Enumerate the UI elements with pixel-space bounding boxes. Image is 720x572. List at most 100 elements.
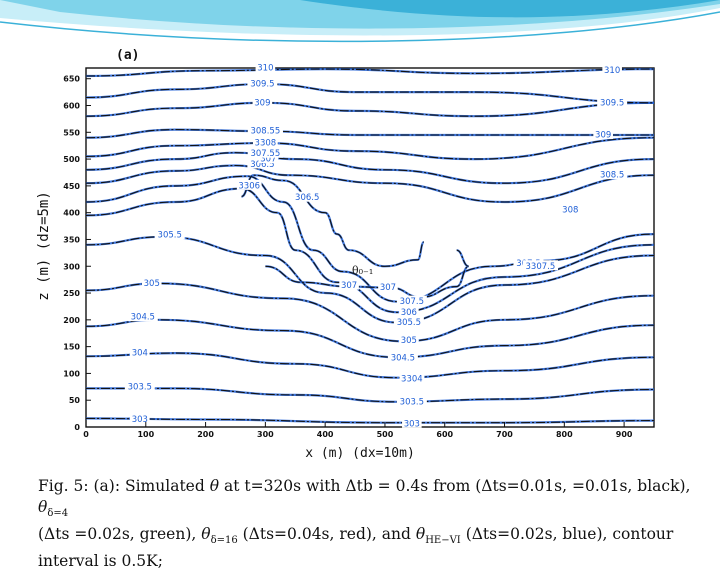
contour-lower-0 [85,417,655,424]
contour-label-bg [396,295,427,306]
y-axis-label: z (m) (dz=5m) [36,191,52,301]
contour-label: 309 [595,130,611,140]
figure-caption: Fig. 5: (a): Simulated θ at t=320s with … [38,477,691,571]
contour-label-bg [399,306,419,317]
contour-label: 307.55 [250,149,280,159]
caption-theta: θ [209,477,220,495]
contour-upper-1 [85,152,655,184]
x-tick-label: 800 [556,430,573,439]
contour-label-bg [130,413,150,424]
contour-label-bg [154,229,185,240]
contour-label: 308.5 [600,171,624,181]
swoosh-band-dark [300,0,720,18]
y-tick-label: 450 [63,182,80,191]
caption-line2-a: (Δts =0.02s, green), [38,525,202,544]
caption-sub-hevi: HE−VI [425,535,461,547]
contour-label: 309.5 [600,98,624,108]
contour-label-bg [597,96,628,107]
x-axis-label: x (m) (dx=10m) [305,446,415,461]
y-tick-label: 300 [63,262,80,271]
contour-upper-2 [85,137,655,160]
contour-label: 305.5 [158,231,182,241]
x-tick-label: 300 [257,430,274,439]
contour-upper-5 [85,83,655,104]
contour-upper-0 [85,164,655,203]
contour-label-bg [399,372,425,383]
x-tick-label: 200 [197,430,214,439]
contour-label: 310 [604,66,620,76]
contour-label-bg [127,311,158,322]
y-tick-label: 250 [63,289,80,298]
contour-label: 3307.5 [526,262,556,272]
contour-label-bg [393,316,424,327]
caption-sub-delta4: δ=4 [47,508,69,520]
panel-label: (a) [116,48,140,63]
contour-label-bg [339,279,359,290]
contour-label: 306.5 [250,160,274,170]
contour-label: 303 [404,419,420,429]
contour-label-bg [597,169,628,180]
y-tick-label: 100 [63,369,80,378]
contour-upper-4 [85,102,655,117]
contour-label-bg [247,147,283,158]
contour-label: 309.5 [250,80,274,90]
x-tick-label: 900 [616,430,633,439]
y-tick-label: 400 [63,209,80,218]
contour-label-bg [387,351,418,362]
contour-lower-1 [86,387,655,403]
contour-label-bg [252,137,278,148]
x-tick-label: 100 [137,430,154,439]
contour-label: 303.5 [128,382,152,392]
swoosh-line [0,11,720,43]
contour-label: 307 [341,281,357,291]
contour-label: 309 [254,98,270,108]
contour-label: 3304 [401,374,423,384]
contour-mid-1 [85,188,655,313]
y-tick-label: 200 [63,316,80,325]
y-tick-label: 500 [63,155,80,164]
contour-label-bg [593,128,613,139]
y-tick-label: 600 [63,102,80,111]
contour-label: 305 [144,279,160,289]
contour-label-bg [252,96,273,107]
contour-label: 306.5 [295,193,319,203]
contour-lower-2-blue [85,351,655,379]
contour-label-bg [560,203,581,214]
contour-label: 303 [132,415,148,425]
y-tick-label: 350 [63,235,80,244]
contour-label-bg [247,158,278,169]
contour-upper-6 [85,68,655,77]
contour-label-bg [378,281,398,292]
contour-label-bg [396,395,427,406]
contour-label: 304 [132,349,148,359]
contour-label-bg [141,277,162,288]
x-tick-label: 400 [317,430,334,439]
contour-label-bg [402,417,422,428]
contour-label: 307 [380,283,396,293]
contour-label: 3306 [238,181,260,191]
contour-label: 305.5 [397,318,421,328]
interior-theta-symbol: θ₀₋₁ [352,264,373,277]
caption-line3: interval is 0.5K; [38,552,163,571]
contour-label: 3308 [255,139,277,149]
contour-label: 307.5 [400,297,424,307]
x-tick-label: 600 [436,430,453,439]
contour-label: 304.5 [391,353,415,363]
contour-label: 308.55 [250,127,280,137]
contour-spiral-arm [241,174,425,267]
contour-label: 307 [260,155,276,165]
y-tick-label: 150 [63,343,80,352]
contour-label-bg [255,62,276,72]
x-tick-label: 0 [83,430,89,439]
contour-label: 308 [562,205,578,215]
contour-label-bg [292,191,323,202]
y-tick-label: 50 [69,396,81,405]
contour-label: 304.5 [131,313,155,323]
contour-label: 303.5 [400,397,424,407]
caption-sub-delta16: δ=16 [210,535,238,547]
caption-line1-a: Fig. 5: (a): Simulated [38,477,210,495]
contour-spiral-inner [265,249,469,298]
contour-label-bg [124,380,155,391]
contour-label: 306 [401,308,417,318]
plot-frame [85,67,655,428]
